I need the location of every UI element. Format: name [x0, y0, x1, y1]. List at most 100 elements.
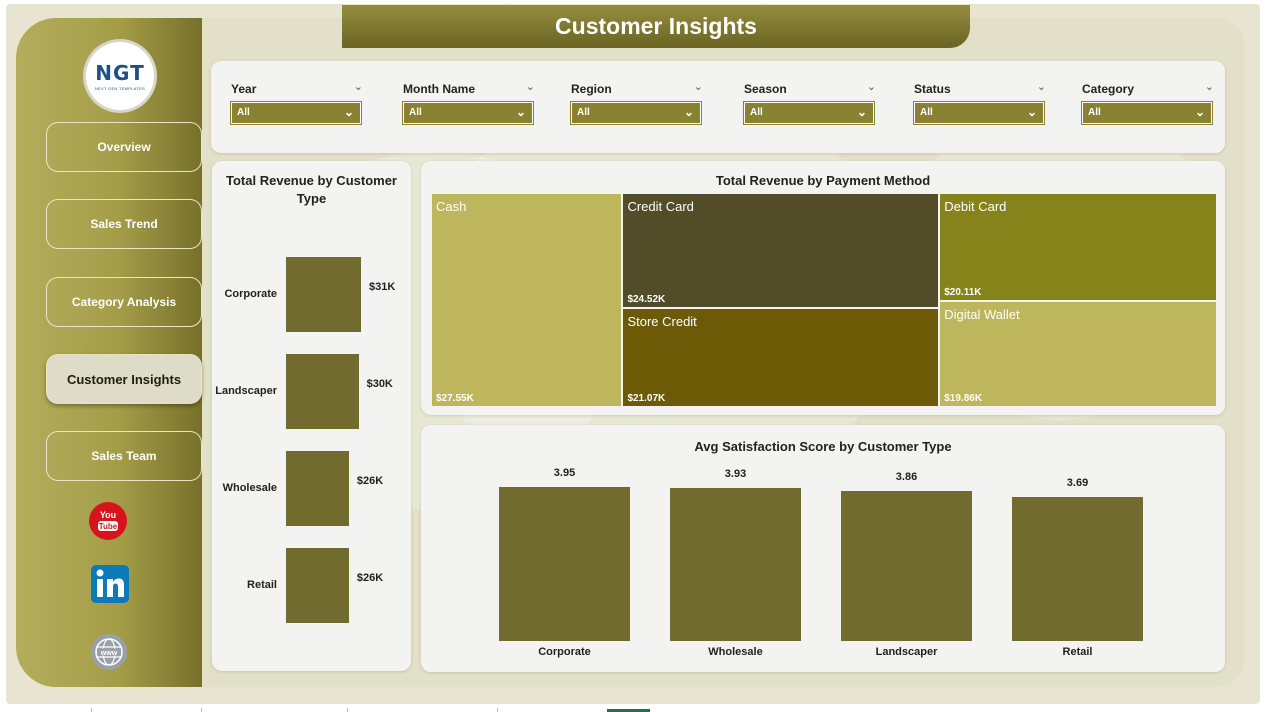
- chevron-down-icon[interactable]: ⌄: [866, 81, 876, 93]
- youtube-icon[interactable]: You Tube: [88, 501, 128, 541]
- bar[interactable]: [286, 548, 349, 623]
- category-dropdown[interactable]: All ⌄: [1081, 101, 1213, 125]
- vertical-bar-chart: 3.95 Corporate 3.93 Wholesale 3.86 Landscaper…: [421, 425, 1225, 672]
- dropdown-value: All: [1088, 107, 1101, 118]
- bar[interactable]: [670, 487, 801, 641]
- revenue-by-payment-method-panel: Total Revenue by Payment Method Cash $27.…: [421, 161, 1225, 415]
- chart-title: Total Revenue by Payment Method: [715, 173, 931, 188]
- category-label: Wholesale: [222, 481, 277, 494]
- nav-category-analysis-button[interactable]: Category Analysis: [46, 277, 202, 327]
- tab-separator: [201, 708, 202, 712]
- chart-title: Avg Satisfaction Score by Customer Type: [694, 439, 952, 454]
- category-label: Corporate: [538, 646, 591, 658]
- globe-text: www: [100, 650, 118, 657]
- data-label: $31K: [369, 280, 396, 293]
- chevron-down-icon[interactable]: ⌄: [525, 81, 535, 93]
- data-label: 3.93: [724, 467, 747, 480]
- data-label: $26K: [356, 571, 384, 584]
- nav-label: Category Analysis: [71, 295, 177, 309]
- filter-label: Status: [914, 82, 951, 96]
- filter-label: Month Name: [403, 82, 475, 96]
- page-title-bar: Customer Insights: [342, 5, 970, 48]
- treemap-cell-value: $27.55K: [436, 393, 474, 404]
- filter-status: Status ⌄ All ⌄: [913, 80, 1046, 125]
- filter-label: Season: [744, 82, 787, 96]
- treemap-cell-value: $24.52K: [627, 294, 666, 306]
- filter-year: Year ⌄ All ⌄: [230, 80, 363, 125]
- linkedin-icon-graphic: [91, 565, 129, 603]
- nav-label: Customer Insights: [66, 371, 182, 387]
- bar[interactable]: [499, 487, 630, 641]
- tab-separator: [497, 708, 498, 712]
- data-label: 3.95: [553, 467, 576, 479]
- horizontal-bar-chart: Corporate $31K Landscaper $30K Wholesale $26K…: [212, 161, 411, 671]
- avg-satisfaction-panel: Avg Satisfaction Score by Customer Type …: [421, 425, 1225, 672]
- logo-text: NGT: [95, 61, 145, 85]
- bar[interactable]: [1012, 497, 1143, 641]
- logo-subtitle: NEXT GEN TEMPLATES: [94, 86, 146, 91]
- treemap-chart: Cash $27.55K Credit Card $24.52K Store Credi…: [431, 193, 1217, 407]
- category-label: Corporate: [224, 287, 277, 300]
- dropdown-value: All: [409, 107, 422, 118]
- chevron-down-icon[interactable]: ⌄: [353, 81, 363, 93]
- data-label: $30K: [366, 377, 393, 390]
- treemap-cell[interactable]: Cash $27.55K: [431, 193, 623, 407]
- tab-separator: [347, 708, 348, 712]
- filter-label: Year: [231, 82, 257, 96]
- chevron-down-icon: ⌄: [1026, 105, 1037, 119]
- chevron-down-icon[interactable]: ⌄: [1036, 81, 1046, 93]
- category-label: Retail: [1062, 646, 1093, 658]
- svg-text:You: You: [100, 510, 116, 520]
- nav-overview-button[interactable]: Overview: [46, 122, 202, 172]
- treemap-cell[interactable]: Debit Card $20.11K: [939, 193, 1217, 301]
- category-label: Landscaper: [875, 646, 938, 658]
- nav-label: Sales Team: [91, 449, 157, 463]
- season-dropdown[interactable]: All ⌄: [743, 101, 875, 125]
- nav-customer-insights-button[interactable]: Customer Insights: [46, 354, 202, 404]
- region-dropdown[interactable]: All ⌄: [570, 101, 702, 125]
- treemap-cell[interactable]: Digital Wallet $19.86K: [939, 300, 1217, 407]
- bar[interactable]: [286, 257, 361, 332]
- treemap-cell[interactable]: Store Credit $21.07K: [622, 308, 940, 407]
- revenue-by-customer-type-panel: Total Revenue by Customer Type Corporate…: [212, 161, 411, 671]
- dropdown-value: All: [237, 107, 250, 118]
- treemap-cell[interactable]: Credit Card $24.52K: [622, 193, 940, 309]
- bar[interactable]: [286, 354, 359, 429]
- treemap-cell-name: Store Credit: [627, 314, 697, 330]
- linkedin-icon[interactable]: [90, 564, 130, 604]
- tab-separator: [91, 708, 92, 712]
- treemap-cell-name: Digital Wallet: [944, 306, 1020, 322]
- chevron-down-icon: ⌄: [683, 105, 694, 119]
- chevron-down-icon[interactable]: ⌄: [1204, 81, 1214, 93]
- status-dropdown[interactable]: All ⌄: [913, 101, 1045, 125]
- treemap-cell-value: $20.11K: [944, 286, 982, 298]
- filter-panel: [211, 61, 1225, 153]
- month-name-dropdown[interactable]: All ⌄: [402, 101, 534, 125]
- svg-text:Tube: Tube: [99, 522, 118, 531]
- active-page-tab[interactable]: [607, 709, 650, 712]
- filter-label: Region: [571, 82, 612, 96]
- dropdown-value: All: [750, 107, 763, 118]
- chevron-down-icon[interactable]: ⌄: [693, 81, 703, 93]
- category-label: Landscaper: [215, 384, 277, 397]
- nav-sales-trend-button[interactable]: Sales Trend: [46, 199, 202, 249]
- data-label: 3.86: [895, 470, 918, 483]
- nav-sales-team-button[interactable]: Sales Team: [46, 431, 202, 481]
- bar[interactable]: [841, 490, 972, 641]
- year-dropdown[interactable]: All ⌄: [230, 101, 362, 125]
- page-title: Customer Insights: [555, 13, 757, 39]
- filter-month-name: Month Name ⌄ All ⌄: [402, 80, 535, 125]
- chart-title: Total Revenue by Customer Type: [226, 173, 397, 206]
- treemap-cell-value: $19.86K: [944, 392, 983, 404]
- chevron-down-icon: ⌄: [856, 105, 867, 119]
- bar[interactable]: [286, 451, 349, 526]
- globe-icon[interactable]: www: [89, 632, 129, 672]
- filter-category: Category ⌄ All ⌄: [1081, 80, 1214, 125]
- ngt-logo[interactable]: NGT NEXT GEN TEMPLATES: [86, 42, 154, 110]
- sidebar: NGT NEXT GEN TEMPLATES Overview Sales Tr…: [16, 18, 202, 687]
- chevron-down-icon: ⌄: [515, 105, 526, 119]
- data-label: $26K: [356, 474, 384, 487]
- dropdown-value: All: [577, 107, 590, 118]
- chevron-down-icon: ⌄: [343, 105, 354, 119]
